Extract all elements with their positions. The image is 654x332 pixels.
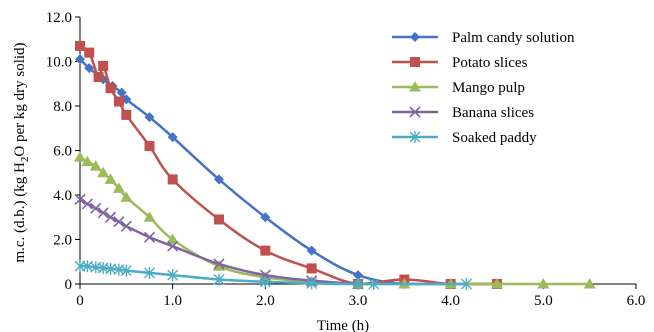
x-tick-label: 3.0 (349, 293, 368, 309)
data-point (491, 278, 503, 289)
x-tick-label: 6.0 (627, 293, 646, 309)
legend: Palm candy solution Potato slices Mango pu… (392, 30, 575, 146)
data-point (353, 270, 363, 281)
legend-item: Soaked paddy (392, 130, 537, 146)
legend-item: Palm candy solution (392, 30, 575, 46)
data-point (167, 174, 178, 185)
legend-swatch-marker (409, 81, 421, 92)
data-point (113, 96, 124, 107)
series-mango-pulp (74, 151, 596, 289)
data-point (90, 202, 102, 214)
x-tick-label: 5.0 (534, 293, 553, 309)
y-axis-title: m.c. (d.b.) (kg H2O per kg dry solid) (12, 42, 31, 262)
data-point (167, 269, 179, 282)
x-tick-label: 0 (76, 293, 84, 309)
data-point (112, 182, 125, 193)
data-point (537, 278, 550, 289)
data-point (259, 275, 271, 288)
data-point (97, 166, 110, 178)
axes: 0 2.0 4.0 6.0 8.0 10.0 12.0 0 1.0 2.0 3.0 4.0 5.0 6.0… (12, 10, 645, 332)
y-tick-label: 12.0 (46, 10, 72, 26)
x-tick-label: 4.0 (441, 293, 460, 309)
y-tick-label: 0 (65, 277, 73, 293)
series-potato-slices (75, 40, 502, 289)
data-point (104, 173, 117, 184)
data-point (306, 245, 317, 256)
y-tick-label: 8.0 (53, 99, 72, 115)
data-point (214, 214, 224, 225)
series-line (79, 58, 497, 286)
legend-label: Potato slices (452, 55, 528, 71)
data-point (460, 278, 472, 290)
data-point (260, 212, 271, 223)
data-point (583, 278, 596, 289)
series-soaked-paddy (74, 260, 472, 290)
series-layer (74, 40, 596, 290)
data-point (167, 132, 178, 143)
data-point (84, 47, 95, 58)
data-point (120, 220, 132, 232)
data-point (74, 151, 86, 162)
data-point (306, 263, 317, 274)
data-point (144, 266, 155, 279)
x-tick-label: 1.0 (163, 293, 182, 309)
legend-label: Banana slices (452, 105, 534, 121)
data-point (167, 240, 179, 252)
data-point (120, 264, 132, 277)
x-axis-title: Time (h) (317, 318, 369, 332)
data-point (81, 198, 93, 210)
data-point (213, 273, 225, 286)
legend-swatch-marker (409, 131, 421, 143)
y-axis-title-part: O per kg dry solid) (12, 42, 28, 156)
data-point (214, 174, 224, 185)
data-point (260, 245, 271, 256)
legend-swatch-marker (410, 57, 420, 67)
legend-swatch-marker (409, 106, 421, 118)
legend-label: Mango pulp (452, 80, 525, 96)
data-point (97, 207, 109, 219)
data-point (143, 211, 156, 222)
series-line (79, 44, 497, 286)
y-tick-label: 6.0 (53, 144, 72, 160)
data-point (144, 141, 155, 152)
data-point (74, 193, 86, 206)
data-point (121, 109, 132, 120)
data-point (120, 191, 133, 202)
data-point (116, 87, 127, 98)
legend-label: Soaked paddy (452, 130, 537, 146)
legend-item: Banana slices (392, 105, 534, 121)
data-point (84, 63, 95, 74)
y-tick-label: 10.0 (46, 55, 72, 71)
data-point (368, 278, 380, 290)
data-point (166, 233, 179, 244)
data-point (213, 258, 225, 270)
y-tick-label: 2.0 (53, 233, 72, 249)
legend-item: Mango pulp (392, 80, 525, 96)
legend-item: Potato slices (392, 55, 528, 71)
series-banana-slices (74, 193, 364, 290)
data-point (75, 40, 85, 51)
data-point (143, 231, 156, 243)
y-axis-title-part: m.c. (d.b.) (kg H (12, 162, 28, 263)
data-point (105, 83, 116, 94)
data-point (113, 216, 125, 228)
data-point (89, 160, 102, 171)
series-palm-candy-solution (75, 54, 502, 289)
x-tick-label: 2.0 (256, 293, 275, 309)
data-point (306, 277, 318, 290)
y-tick-label: 4.0 (53, 188, 72, 204)
legend-swatch-marker (410, 32, 420, 42)
y-axis-title-subscript: 2 (19, 157, 31, 163)
data-point (105, 211, 117, 223)
data-point (81, 155, 94, 167)
data-point (98, 60, 109, 71)
data-point (93, 72, 104, 83)
legend-label: Palm candy solution (452, 30, 575, 46)
data-point (144, 112, 155, 123)
data-point (75, 54, 85, 65)
data-point (105, 262, 117, 275)
data-point (352, 278, 364, 290)
